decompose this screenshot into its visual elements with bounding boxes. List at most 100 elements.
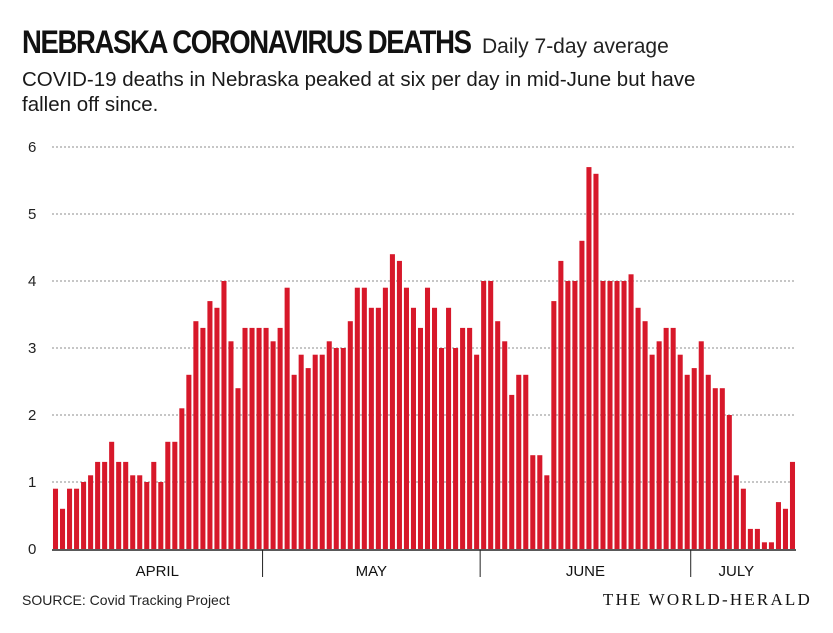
bar: [565, 281, 571, 549]
bar: [326, 341, 332, 549]
bar: [151, 461, 157, 549]
bar: [712, 388, 718, 549]
bar: [88, 475, 94, 549]
y-tick-label: 2: [28, 407, 36, 424]
bar: [361, 287, 367, 549]
chart-footer: SOURCE: Covid Tracking Project THE WORLD…: [22, 590, 812, 616]
bar: [663, 327, 669, 549]
bar: [558, 260, 564, 549]
bar: [719, 388, 725, 549]
bar: [467, 327, 473, 549]
bar: [593, 173, 599, 550]
bar: [186, 374, 192, 549]
bar: [130, 475, 136, 549]
bar: [684, 374, 690, 549]
chart-subtitle: Daily 7-day average: [482, 35, 669, 58]
bar: [207, 301, 213, 549]
bar: [691, 368, 697, 549]
bar: [424, 287, 431, 549]
bar: [740, 488, 746, 549]
bar: [417, 327, 424, 549]
bar: [74, 488, 80, 549]
bar: [52, 488, 59, 549]
bar: [754, 528, 760, 549]
bar: [179, 408, 185, 549]
bar: [81, 482, 87, 549]
bar: [256, 327, 262, 549]
bar: [158, 482, 164, 549]
bar: [347, 321, 353, 549]
y-tick-label: 6: [28, 139, 36, 156]
bar: [530, 455, 536, 549]
bar: [137, 475, 143, 549]
bar: [656, 341, 662, 549]
bar: [544, 475, 550, 549]
bar: [488, 281, 494, 549]
chart-title: NEBRASKA CORONAVIRUS DEATHS: [22, 24, 472, 60]
bar: [551, 301, 557, 549]
bar: [410, 307, 416, 549]
bar: [649, 354, 655, 549]
bar: [586, 167, 592, 549]
bar: [495, 321, 501, 549]
bar: [614, 281, 620, 549]
bar: [635, 307, 641, 549]
chart-header: NEBRASKA CORONAVIRUS DEATHS Daily 7-day …: [22, 24, 812, 117]
bar: [460, 327, 466, 549]
source-note: SOURCE: Covid Tracking Project: [22, 592, 230, 608]
bar: [305, 368, 311, 549]
bar: [600, 281, 606, 549]
bar: [242, 327, 248, 549]
bar: [523, 374, 529, 549]
title-row: NEBRASKA CORONAVIRUS DEATHS Daily 7-day …: [22, 24, 812, 61]
bar: [382, 287, 388, 549]
bar: [144, 482, 150, 549]
bar: [235, 388, 241, 549]
bar: [270, 341, 276, 549]
bar: [698, 341, 704, 549]
bar: [319, 354, 325, 549]
bar: [333, 348, 339, 549]
bar: [761, 542, 767, 549]
bar: [340, 348, 346, 549]
bar: [474, 354, 480, 549]
bar: [277, 327, 283, 549]
bar: [200, 327, 206, 549]
bar: [628, 274, 634, 549]
bar: [214, 307, 220, 549]
bar: [621, 281, 627, 549]
bar: [446, 307, 452, 549]
bar: [747, 528, 753, 549]
bar: [733, 475, 739, 549]
bar: [312, 354, 318, 549]
bar: [677, 354, 683, 549]
gridlines: [52, 146, 796, 483]
bar: [642, 321, 648, 549]
publisher-logo: THE WORLD-HERALD: [602, 590, 812, 609]
bar: [789, 461, 796, 549]
bar: [95, 461, 101, 549]
x-axis: APRIL MAY JUNE JULY: [52, 549, 796, 580]
bar: [123, 461, 129, 549]
y-tick-label: 5: [28, 206, 36, 223]
bar: [670, 327, 676, 549]
bar: [439, 348, 445, 549]
bar: [502, 341, 508, 549]
bar: [228, 341, 234, 549]
bar: [221, 281, 227, 549]
bar: [67, 488, 73, 549]
bar: [284, 287, 290, 549]
bar: [607, 281, 613, 549]
bars: [52, 167, 796, 550]
bar: [453, 348, 459, 549]
bar: [263, 327, 269, 549]
bar: [481, 281, 487, 549]
bar: [572, 281, 578, 549]
chart-description: COVID-19 deaths in Nebraska peaked at si…: [22, 68, 696, 116]
bar: [726, 415, 732, 549]
x-month-label: JUNE: [566, 563, 605, 580]
bar: [368, 307, 374, 549]
bar: [172, 441, 178, 549]
y-tick-label: 0: [28, 541, 36, 558]
bar: [389, 254, 395, 549]
